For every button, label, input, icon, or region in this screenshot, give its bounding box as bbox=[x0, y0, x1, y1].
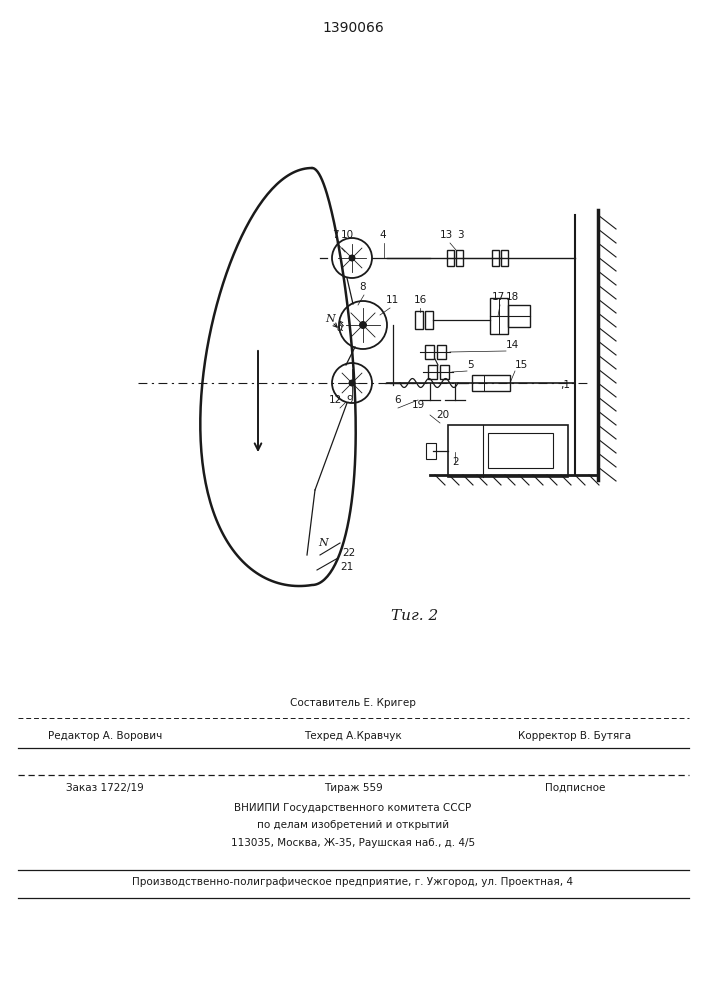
Bar bbox=[501, 250, 508, 266]
Text: 20: 20 bbox=[436, 410, 450, 420]
Text: 10: 10 bbox=[341, 230, 354, 240]
Bar bbox=[456, 250, 463, 266]
Text: 12: 12 bbox=[328, 395, 341, 405]
Text: 17: 17 bbox=[491, 292, 505, 302]
Bar bbox=[472, 375, 510, 391]
Text: Корректор В. Бутяга: Корректор В. Бутяга bbox=[518, 731, 631, 741]
Text: ВНИИПИ Государственного комитета СССР: ВНИИПИ Государственного комитета СССР bbox=[235, 803, 472, 813]
Text: 21: 21 bbox=[340, 562, 354, 572]
Text: $\alpha$: $\alpha$ bbox=[336, 323, 344, 333]
Text: 16: 16 bbox=[414, 295, 426, 305]
Bar bbox=[440, 365, 449, 379]
Text: ,1: ,1 bbox=[560, 380, 570, 390]
Text: 13: 13 bbox=[439, 230, 452, 240]
Text: 1390066: 1390066 bbox=[322, 21, 384, 35]
Bar bbox=[508, 305, 530, 327]
Text: N: N bbox=[318, 538, 328, 548]
Text: Составитель Е. Кригер: Составитель Е. Кригер bbox=[290, 698, 416, 708]
Text: 15: 15 bbox=[515, 360, 528, 370]
Bar bbox=[447, 250, 454, 266]
Text: по делам изобретений и открытий: по делам изобретений и открытий bbox=[257, 820, 449, 830]
Text: 22: 22 bbox=[342, 548, 355, 558]
Bar bbox=[488, 433, 553, 468]
Bar bbox=[425, 345, 434, 359]
Bar bbox=[437, 345, 446, 359]
Text: 18: 18 bbox=[506, 292, 519, 302]
Text: Подписное: Подписное bbox=[545, 783, 605, 793]
Text: 6: 6 bbox=[395, 395, 402, 405]
Text: Тираж 559: Тираж 559 bbox=[324, 783, 382, 793]
Text: N: N bbox=[325, 314, 335, 324]
Bar bbox=[425, 311, 433, 329]
Text: 5: 5 bbox=[467, 360, 474, 370]
Bar bbox=[490, 298, 508, 334]
Text: Редактор А. Ворович: Редактор А. Ворович bbox=[48, 731, 162, 741]
Text: Τиг. 2: Τиг. 2 bbox=[392, 609, 438, 623]
Text: 19: 19 bbox=[411, 400, 425, 410]
Bar bbox=[492, 250, 499, 266]
Bar bbox=[426, 443, 436, 459]
Circle shape bbox=[349, 254, 356, 261]
Text: 14: 14 bbox=[506, 340, 519, 350]
Text: Производственно-полиграфическое предприятие, г. Ужгород, ул. Проектная, 4: Производственно-полиграфическое предприя… bbox=[132, 877, 573, 887]
Circle shape bbox=[349, 379, 356, 386]
Bar bbox=[448, 425, 568, 477]
Text: 8: 8 bbox=[360, 282, 366, 292]
Text: 7: 7 bbox=[332, 230, 339, 240]
Text: 2: 2 bbox=[452, 457, 459, 467]
Circle shape bbox=[359, 321, 367, 329]
Text: 3: 3 bbox=[457, 230, 463, 240]
Text: 4: 4 bbox=[380, 230, 386, 240]
Text: 11: 11 bbox=[385, 295, 399, 305]
Text: Техред А.Кравчук: Техред А.Кравчук bbox=[304, 731, 402, 741]
Bar bbox=[428, 365, 437, 379]
Text: 113035, Москва, Ж-35, Раушская наб., д. 4/5: 113035, Москва, Ж-35, Раушская наб., д. … bbox=[231, 838, 475, 848]
Text: 9: 9 bbox=[346, 395, 354, 405]
Bar bbox=[415, 311, 423, 329]
Text: Заказ 1722/19: Заказ 1722/19 bbox=[66, 783, 144, 793]
